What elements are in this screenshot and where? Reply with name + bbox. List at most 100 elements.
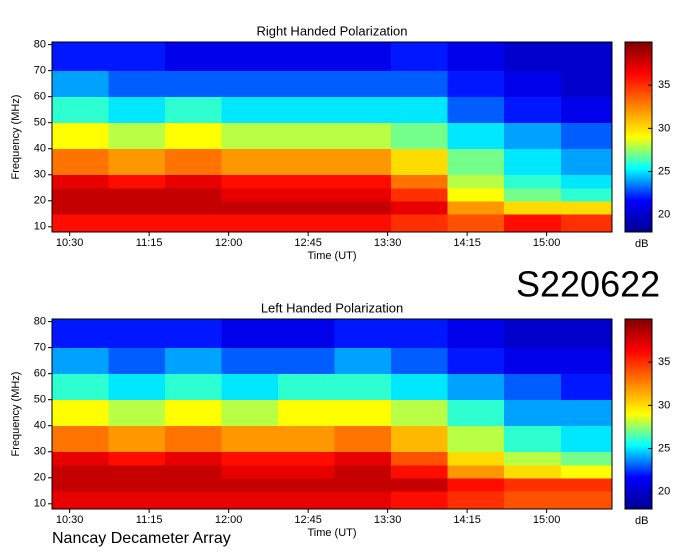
heatmap-cell [560,347,613,375]
heatmap-cell [391,96,449,124]
heatmap-cell [560,464,613,479]
x-tick-label: 12:45 [294,514,322,526]
heatmap-cell [221,174,279,189]
heatmap-cell [108,490,166,510]
plot-frame [51,41,613,233]
y-tick-label: 30 [34,446,46,458]
heatmap-cell [391,174,449,189]
heatmap-cell [391,122,449,150]
heatmap-cell [504,187,562,202]
heatmap-cell [108,122,166,150]
colorbar-label: dB [635,515,648,527]
heatmap-cell [560,319,613,349]
heatmap-cell [560,200,613,215]
colorbar-tick-label: 20 [658,486,670,498]
heatmap-cell [108,174,166,189]
heatmap-cell [391,213,449,233]
heatmap-cell [334,213,392,233]
heatmap-cell [560,490,613,510]
heatmap-cell [504,122,562,150]
heatmap-cell [165,464,223,479]
panel-title: Left Handed Polarization [261,300,403,315]
heatmap-cell [52,187,110,202]
heatmap-cell [391,187,449,202]
heatmap-cell [52,148,110,176]
heatmap-cell [278,42,336,72]
heatmap-cell [52,451,110,466]
heatmap-cell [504,42,562,72]
heatmap-cell [108,319,166,349]
heatmap-cell [447,477,505,492]
heatmap-cell [165,70,223,98]
x-tick-label: 13:30 [374,237,402,249]
heatmap-cell [108,42,166,72]
heatmap-cell [108,213,166,233]
heatmap-cell [560,174,613,189]
heatmap-cell [278,187,336,202]
heatmap-cell [108,477,166,492]
heatmap-cell [334,42,392,72]
heatmap-cell [278,213,336,233]
y-tick-label: 70 [34,342,46,354]
heatmap-cell [560,451,613,466]
heatmap-cell [334,464,392,479]
heatmap-cell [560,373,613,401]
heatmap-cell [560,187,613,202]
heatmap-cell [447,187,505,202]
heatmap-cell [165,490,223,510]
heatmap-cell [165,399,223,427]
heatmap-cell [504,319,562,349]
heatmap-cell [504,490,562,510]
heatmap-cell [165,187,223,202]
heatmap-cell [391,464,449,479]
heatmap-cell [334,122,392,150]
heatmap-cell [278,464,336,479]
heatmap-cell [165,148,223,176]
instrument: Nancay Decameter Array [52,530,231,547]
heatmap-cell [108,347,166,375]
heatmap-cell [278,347,336,375]
heatmap-cell [165,451,223,466]
heatmap-cell [108,425,166,453]
heatmap-cell [108,200,166,215]
heatmap-cell [52,96,110,124]
heatmap-cell [221,373,279,401]
y-tick-label: 80 [34,316,46,328]
heatmap-cell [504,200,562,215]
colorbar-tick-label: 35 [658,79,670,91]
heatmap-cell [278,70,336,98]
heatmap-cell [560,96,613,124]
heatmap-cell [278,148,336,176]
colorbar-tick-label: 25 [658,442,670,454]
heatmap-cell [391,477,449,492]
heatmap-cell [52,347,110,375]
heatmap-cell [108,451,166,466]
heatmap-cell [447,399,505,427]
x-tick-label: 12:45 [294,237,322,249]
heatmap-cell [52,42,110,72]
heatmap-cell [504,373,562,401]
heatmap-cell [391,200,449,215]
heatmap-cell [560,477,613,492]
heatmap-cell [391,373,449,401]
heatmap-cell [447,200,505,215]
heatmap-cell [334,477,392,492]
y-tick-label: 40 [34,143,46,155]
heatmap-cell [221,399,279,427]
heatmap-cell [221,122,279,150]
y-tick-label: 50 [34,394,46,406]
colorbar [624,318,653,510]
heatmap-cell [221,187,279,202]
y-tick-label: 50 [34,117,46,129]
heatmap-cell [334,174,392,189]
heatmap-cell [221,451,279,466]
heatmap-cell [165,319,223,349]
heatmap-cell [334,187,392,202]
x-tick-label: 12:00 [215,237,243,249]
heatmap-cell [447,174,505,189]
heatmap-cell [504,148,562,176]
event-id: S220622 [516,264,660,305]
heatmap-cell [391,347,449,375]
heatmap-cell [52,70,110,98]
